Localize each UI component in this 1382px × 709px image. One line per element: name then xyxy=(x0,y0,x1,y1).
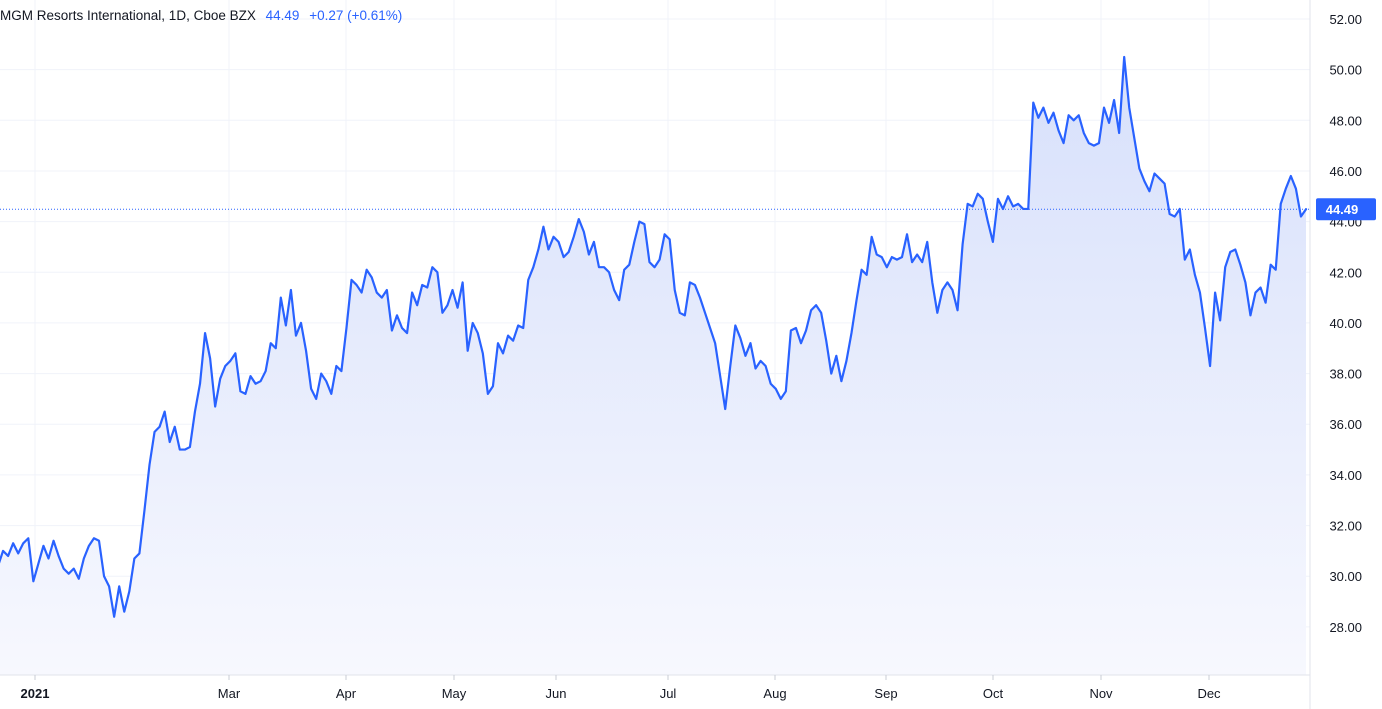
y-tick-label: 32.00 xyxy=(1329,519,1362,534)
price-change: +0.27 (+0.61%) xyxy=(309,8,403,23)
last-price-label: 44.49 xyxy=(1316,198,1376,221)
price-axis[interactable]: 28.00 30.00 32.00 34.00 36.00 38.00 40.00 42.00… xyxy=(1329,12,1362,635)
y-tick-label: 34.00 xyxy=(1329,468,1362,483)
y-tick-label: 50.00 xyxy=(1329,63,1362,78)
y-tick-label: 46.00 xyxy=(1329,164,1362,179)
symbol-title: MGM Resorts International, 1D, Cboe BZX xyxy=(0,8,256,23)
y-tick-label: 36.00 xyxy=(1329,417,1362,432)
y-tick-label: 30.00 xyxy=(1329,569,1362,584)
y-tick-label: 52.00 xyxy=(1329,12,1362,27)
x-tick-label: Sep xyxy=(874,686,897,701)
last-price-value: 44.49 xyxy=(1326,202,1359,217)
last-price: 44.49 xyxy=(265,8,300,23)
price-line xyxy=(0,55,1308,618)
x-tick-label: Nov xyxy=(1089,686,1113,701)
y-tick-label: 42.00 xyxy=(1329,265,1362,280)
x-tick-label: Apr xyxy=(336,686,357,701)
x-tick-label: Jun xyxy=(546,686,567,701)
x-tick-label: Dec xyxy=(1197,686,1221,701)
symbol-legend[interactable]: MGM Resorts International, 1D, Cboe BZX … xyxy=(0,8,402,23)
y-tick-label: 40.00 xyxy=(1329,316,1362,331)
x-tick-label: Mar xyxy=(218,686,241,701)
y-tick-label: 48.00 xyxy=(1329,113,1362,128)
x-tick-label: 2021 xyxy=(21,686,50,701)
price-area-fill xyxy=(0,56,1306,675)
y-tick-label: 38.00 xyxy=(1329,367,1362,382)
y-tick-label: 28.00 xyxy=(1329,620,1362,635)
x-tick-label: Jul xyxy=(660,686,677,701)
x-tick-label: Aug xyxy=(763,686,786,701)
time-axis[interactable]: 2021 Mar Apr May Jun Jul Aug Sep Oct Nov Dec xyxy=(21,675,1222,701)
x-tick-label: Oct xyxy=(983,686,1004,701)
x-tick-label: May xyxy=(442,686,467,701)
